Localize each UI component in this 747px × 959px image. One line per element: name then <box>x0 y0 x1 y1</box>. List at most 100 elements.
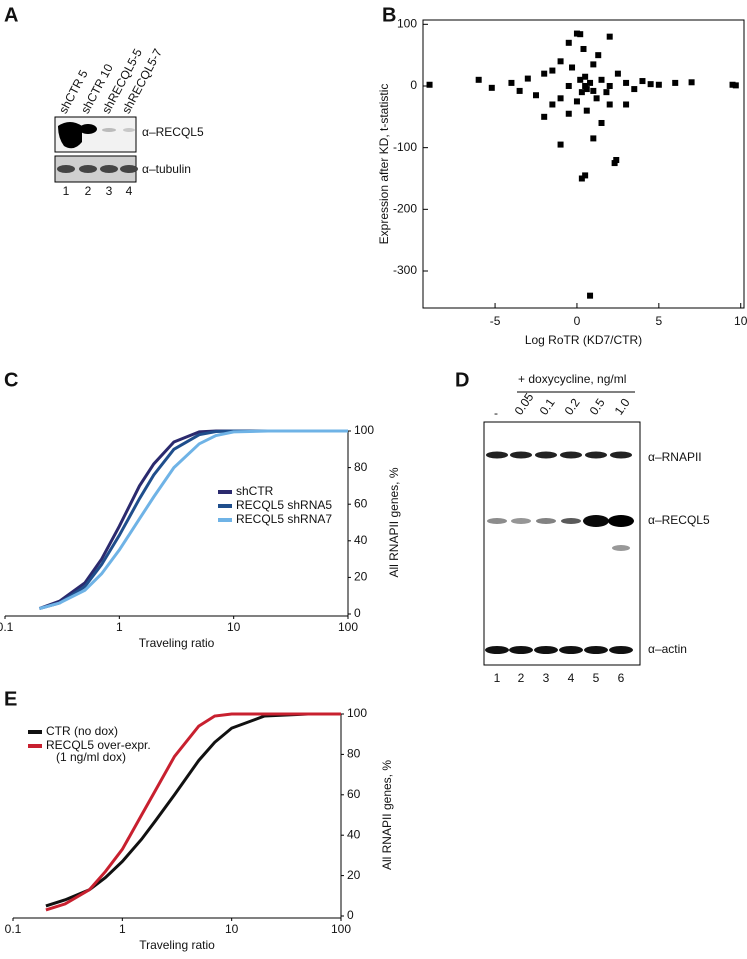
point <box>578 175 585 182</box>
band <box>100 165 118 173</box>
point <box>577 31 584 38</box>
y-tick-label: 0 <box>347 908 354 922</box>
y-tick-label: 80 <box>354 460 368 474</box>
point <box>587 292 594 299</box>
point <box>549 67 556 74</box>
point <box>549 101 556 108</box>
y-tick-label: -300 <box>393 263 417 277</box>
point <box>426 81 433 88</box>
x-tick-label: 10 <box>227 620 241 634</box>
point <box>565 82 572 89</box>
band <box>120 165 138 173</box>
legend-label: RECQL5 over-expr. <box>46 738 151 752</box>
band <box>511 518 531 524</box>
point <box>578 89 585 96</box>
point <box>606 33 613 40</box>
y-tick-label: 100 <box>354 423 374 437</box>
blot-header: + doxycycline, ng/ml <box>518 372 626 386</box>
point <box>508 79 515 86</box>
x-axis-title: Traveling ratio <box>139 938 215 952</box>
plot-frame <box>422 19 745 309</box>
lane-number: 4 <box>568 671 575 685</box>
band <box>608 515 634 527</box>
band <box>79 165 97 173</box>
y-tick-label: 20 <box>347 868 361 882</box>
panel-letter: E <box>4 688 17 710</box>
point <box>582 73 589 80</box>
y-tick-label: 100 <box>397 16 417 30</box>
point <box>488 84 495 91</box>
lane-label: 1.0 <box>612 396 633 418</box>
y-tick-label: 0 <box>410 78 417 92</box>
point <box>541 113 548 120</box>
band <box>584 646 608 654</box>
series-line <box>39 429 348 610</box>
x-tick-label: 0 <box>574 314 581 328</box>
x-tick-label: 1 <box>116 620 123 634</box>
series-line <box>45 712 341 912</box>
y-axis-title: Expression after KD, t-statistic <box>377 84 391 245</box>
point <box>569 64 576 71</box>
panel-letter: B <box>382 4 396 26</box>
legend-label: RECQL5 shRNA5 <box>236 498 332 512</box>
band <box>485 646 509 654</box>
band <box>534 646 558 654</box>
point <box>573 30 580 37</box>
panel-letter: D <box>455 369 469 391</box>
legend-label: RECQL5 shRNA7 <box>236 512 332 526</box>
band <box>509 646 533 654</box>
y-tick-label: 100 <box>347 706 367 720</box>
panel-letter: C <box>4 369 18 391</box>
point <box>598 119 605 126</box>
band <box>510 451 532 459</box>
point <box>524 75 531 82</box>
x-axis-title: Traveling ratio <box>139 636 215 650</box>
band <box>486 451 508 459</box>
point <box>516 87 523 94</box>
x-tick-label: 0.1 <box>0 620 14 634</box>
lane-label: 0.2 <box>562 396 583 418</box>
band <box>535 451 557 459</box>
point <box>475 76 482 83</box>
lane-label: 0.1 <box>537 396 558 418</box>
legend-label: CTR (no dox) <box>46 724 118 738</box>
y-tick-label: 80 <box>347 747 361 761</box>
point <box>533 92 540 99</box>
band <box>609 646 633 654</box>
point <box>623 101 630 108</box>
band <box>560 451 582 459</box>
point <box>583 86 590 93</box>
band <box>123 128 135 132</box>
band <box>536 518 556 524</box>
band <box>559 646 583 654</box>
y-tick-label: 40 <box>347 827 361 841</box>
band <box>102 128 116 132</box>
band <box>487 518 507 524</box>
lane-number: 3 <box>106 184 113 198</box>
point <box>557 95 564 102</box>
point <box>631 86 638 93</box>
point <box>614 70 621 77</box>
x-tick-label: -5 <box>490 314 501 328</box>
band <box>612 545 630 551</box>
lane-number: 1 <box>63 184 70 198</box>
band <box>583 515 609 527</box>
band <box>79 124 97 134</box>
band <box>57 165 75 173</box>
y-tick-label: 20 <box>354 570 368 584</box>
panel-letter: A <box>4 4 18 26</box>
point <box>732 82 739 89</box>
lane-number: 1 <box>494 671 501 685</box>
y-tick-label: -100 <box>393 140 417 154</box>
lane-number: 4 <box>126 184 133 198</box>
point <box>606 101 613 108</box>
legend-label: shCTR <box>236 484 274 498</box>
point <box>565 110 572 117</box>
antibody-label: α–RECQL5 <box>648 513 710 527</box>
lane-number: 5 <box>593 671 600 685</box>
point <box>590 135 597 142</box>
lane-label: - <box>494 406 498 420</box>
lane-number: 2 <box>518 671 525 685</box>
point <box>647 81 654 88</box>
